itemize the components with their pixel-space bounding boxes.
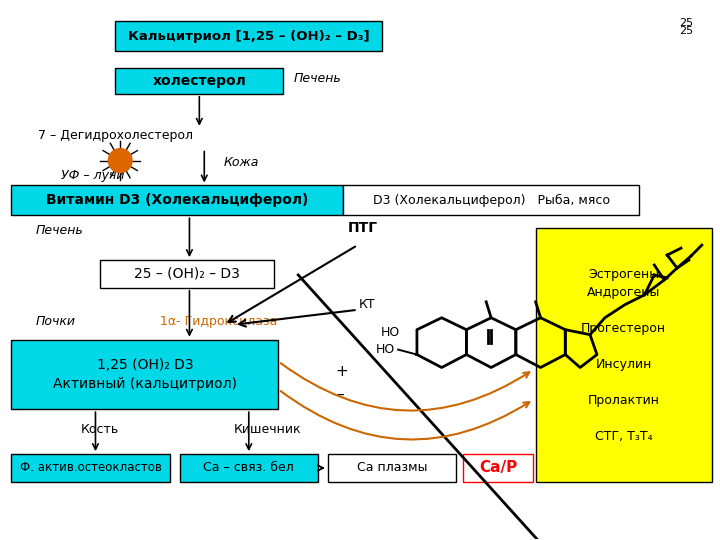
Text: Кожа: Кожа xyxy=(224,156,259,169)
Text: НО: НО xyxy=(375,343,395,356)
Text: Кальцитриол [1,25 – (ОН)₂ – D₃]: Кальцитриол [1,25 – (ОН)₂ – D₃] xyxy=(128,30,369,43)
Text: –: – xyxy=(336,387,343,402)
Circle shape xyxy=(108,148,132,172)
Text: Са плазмы: Са плазмы xyxy=(357,462,428,475)
Text: КТ: КТ xyxy=(359,298,375,312)
Text: Почки: Почки xyxy=(36,315,76,328)
Text: Са/Р: Са/Р xyxy=(479,461,517,476)
Text: Печень: Печень xyxy=(36,224,84,237)
Bar xyxy=(115,21,382,51)
Bar xyxy=(464,454,533,482)
Bar xyxy=(115,68,284,94)
Text: Кость: Кость xyxy=(81,423,119,436)
Text: УФ – лучи: УФ – лучи xyxy=(61,169,125,182)
Text: D3 (Холекальциферол)   Рыба, мясо: D3 (Холекальциферол) Рыба, мясо xyxy=(373,194,610,207)
Text: Витамин D3 (Холекальциферол): Витамин D3 (Холекальциферол) xyxy=(46,193,308,207)
Bar xyxy=(179,454,318,482)
Bar xyxy=(536,228,711,482)
Bar xyxy=(12,185,343,215)
Text: 25: 25 xyxy=(679,26,693,36)
Bar xyxy=(12,454,170,482)
Text: холестерол: холестерол xyxy=(153,74,246,88)
Text: Печень: Печень xyxy=(293,72,341,85)
Text: НО: НО xyxy=(380,326,400,339)
Text: Ф. актив.остеокластов: Ф. актив.остеокластов xyxy=(19,462,161,475)
Bar xyxy=(100,260,274,288)
Text: 25 – (ОН)₂ – D3: 25 – (ОН)₂ – D3 xyxy=(134,267,240,281)
Text: 7 – Дегидрохолестерол: 7 – Дегидрохолестерол xyxy=(38,129,193,142)
Bar xyxy=(328,454,456,482)
Text: 1α- Гидроксилаза: 1α- Гидроксилаза xyxy=(160,315,277,328)
Bar xyxy=(12,340,279,409)
Text: 1,25 (ОН)₂ D3
Активный (кальцитриол): 1,25 (ОН)₂ D3 Активный (кальцитриол) xyxy=(53,357,237,391)
Text: +: + xyxy=(336,364,348,379)
Text: Са – связ. бел: Са – связ. бел xyxy=(204,462,294,475)
Text: Эстрогены
Андрогены

Прогестерон

Инсулин

Пролактин

СТГ, Т₃Т₄: Эстрогены Андрогены Прогестерон Инсулин … xyxy=(581,267,666,443)
Bar xyxy=(343,185,639,215)
Text: ПТГ: ПТГ xyxy=(348,221,378,235)
Text: Кишечник: Кишечник xyxy=(234,423,302,436)
Text: 25: 25 xyxy=(679,18,693,28)
